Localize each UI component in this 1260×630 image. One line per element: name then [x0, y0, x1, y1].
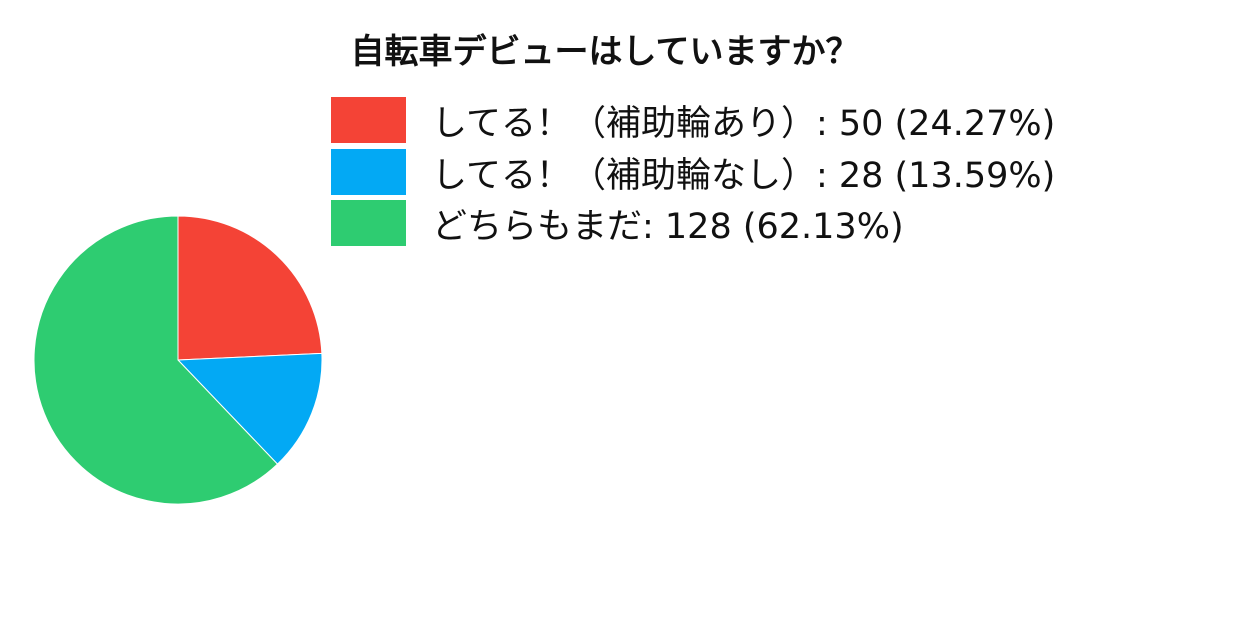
legend-swatch: [331, 97, 406, 143]
legend-label: どちらもまだ: 128 (62.13%): [432, 206, 904, 247]
legend-label: してる！（補助輪なし）: 28 (13.59%): [432, 155, 1056, 196]
pie-slice: [33, 215, 279, 505]
pie-slice: [177, 215, 323, 361]
pie-slice: [176, 352, 323, 465]
chart-title: 自転車デビューはしていますか？: [350, 32, 860, 72]
legend-item: どちらもまだ: 128 (62.13%): [331, 200, 904, 247]
legend-item: してる！（補助輪なし）: 28 (13.59%): [331, 149, 1056, 196]
legend-item: してる！（補助輪あり）: 50 (24.27%): [331, 97, 1056, 144]
legend-swatch: [331, 149, 406, 195]
legend-swatch: [331, 200, 406, 246]
legend-label: してる！（補助輪あり）: 50 (24.27%): [432, 103, 1056, 144]
